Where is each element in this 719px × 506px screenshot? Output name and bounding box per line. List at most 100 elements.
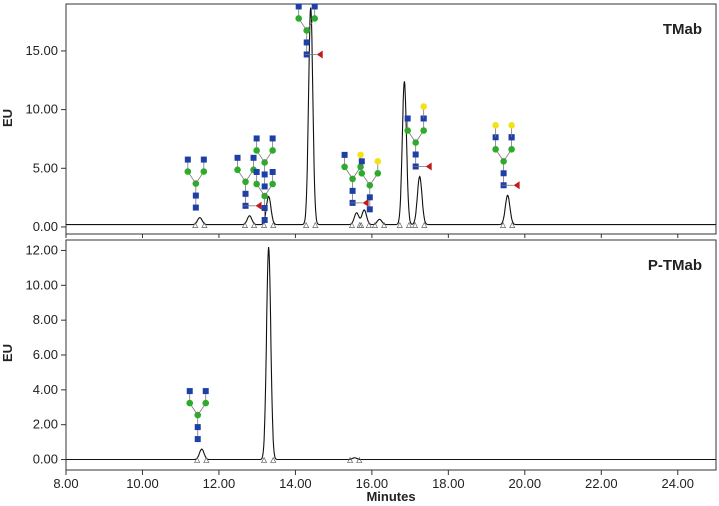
glycan-structure-icon	[358, 158, 382, 213]
x-tick-label: 22.00	[585, 476, 618, 491]
peak-marker	[203, 456, 210, 463]
bottom-y-tick-label: 8.00	[33, 312, 58, 327]
glcnac-square	[261, 171, 268, 178]
x-axis-title: Minutes	[366, 489, 415, 504]
peak-marker	[260, 456, 268, 463]
bottom-y-axis-title: EU	[0, 344, 15, 362]
glcnac-square	[269, 169, 276, 175]
glcnac-square	[269, 135, 276, 142]
glcnac-square	[404, 115, 411, 122]
mannose-circle	[186, 399, 194, 407]
x-tick-label: 12.00	[203, 476, 236, 491]
x-tick-label: 16.00	[356, 476, 389, 491]
glcnac-square	[261, 205, 268, 211]
glcnac-square	[192, 204, 199, 211]
top-chromatogram-line	[66, 7, 716, 226]
glcnac-square	[253, 135, 260, 142]
x-tick-label: 14.00	[279, 476, 312, 491]
bottom-y-tick-label: 10.00	[25, 277, 58, 292]
x-tick-label: 10.00	[126, 476, 159, 491]
glycan-structure-icon	[341, 151, 369, 207]
galactose-circle	[492, 121, 499, 129]
peak-marker	[421, 221, 428, 228]
bottom-y-tick-label: 2.00	[33, 417, 58, 432]
mannose-circle	[194, 411, 202, 419]
glcnac-square	[192, 192, 199, 199]
fucose-triangle	[316, 50, 323, 59]
glcnac-square	[303, 39, 310, 46]
galactose-circle	[374, 158, 382, 165]
bottom-y-tick-label: 6.00	[33, 347, 58, 362]
glycan-structure-icon	[295, 3, 323, 59]
peak-marker	[365, 221, 372, 228]
fucose-triangle	[255, 201, 262, 210]
bottom-y-tick-label: 0.00	[33, 452, 58, 467]
peak-marker	[348, 221, 356, 228]
fucose-triangle	[513, 181, 520, 190]
top-panel-label: TMab	[663, 21, 702, 38]
peak-marker	[270, 456, 277, 463]
glcnac-square	[234, 154, 241, 161]
x-tick-label: 18.00	[432, 476, 465, 491]
bottom-chromatogram-line	[66, 246, 716, 461]
bottom-y-tick-label: 12.00	[25, 242, 58, 257]
bottom-y-tick-label: 4.00	[33, 382, 58, 397]
glcnac-square	[261, 217, 268, 223]
peak-marker	[356, 221, 363, 228]
glcnac-square	[311, 3, 318, 10]
glcnac-square	[366, 194, 373, 201]
peak-marker	[260, 221, 268, 228]
top-y-tick-label: 5.00	[33, 160, 58, 175]
peak-marker	[371, 221, 379, 228]
glcnac-square	[242, 190, 249, 197]
peak-marker	[194, 456, 201, 463]
peak-marker	[412, 221, 419, 228]
top-y-axis-title: EU	[0, 109, 15, 127]
glcnac-square	[341, 151, 348, 158]
peak-marker	[396, 221, 403, 228]
glycan-structure-icon	[404, 103, 432, 171]
x-tick-label: 24.00	[661, 476, 694, 491]
peak-marker	[381, 221, 388, 228]
glycan-structure-icon	[492, 121, 520, 190]
fucose-triangle	[362, 198, 369, 207]
peak-marker	[356, 456, 363, 463]
glcnac-square	[186, 388, 193, 395]
peak-marker	[251, 221, 258, 228]
fucose-triangle	[425, 162, 432, 171]
peak-marker	[241, 221, 249, 228]
glcnac-square	[184, 156, 191, 163]
top-y-tick-label: 0.00	[33, 219, 58, 234]
peak-marker	[405, 221, 413, 228]
top-panel-frame	[65, 3, 717, 235]
glcnac-square	[253, 169, 260, 175]
x-tick-label: 8.00	[53, 476, 78, 491]
top-y-tick-label: 10.00	[25, 102, 58, 117]
peak-marker	[201, 221, 208, 228]
peak-marker	[270, 221, 277, 228]
glycan-structure-icon	[234, 154, 262, 210]
peak-marker	[347, 456, 354, 463]
peak-marker	[499, 221, 507, 228]
glycan-structure-icon	[186, 388, 210, 443]
glcnac-square	[200, 156, 207, 163]
glcnac-square	[194, 436, 201, 443]
galactose-circle	[508, 121, 515, 129]
glycan-structure-icon	[253, 135, 276, 190]
glcnac-square	[358, 158, 365, 165]
glcnac-square	[366, 206, 373, 213]
peak-marker	[509, 221, 516, 228]
bottom-panel-label: P-TMab	[648, 257, 702, 274]
glcnac-square	[349, 187, 356, 194]
galactose-circle	[420, 103, 427, 110]
glycan-structure-icon	[253, 169, 276, 223]
bottom-panel-frame	[65, 239, 717, 471]
glcnac-square	[500, 170, 507, 177]
glcnac-square	[261, 183, 268, 190]
mannose-circle	[202, 399, 210, 407]
glcnac-square	[202, 388, 209, 395]
peak-marker	[312, 221, 319, 228]
x-tick-label: 20.00	[509, 476, 542, 491]
glcnac-square	[194, 424, 201, 431]
